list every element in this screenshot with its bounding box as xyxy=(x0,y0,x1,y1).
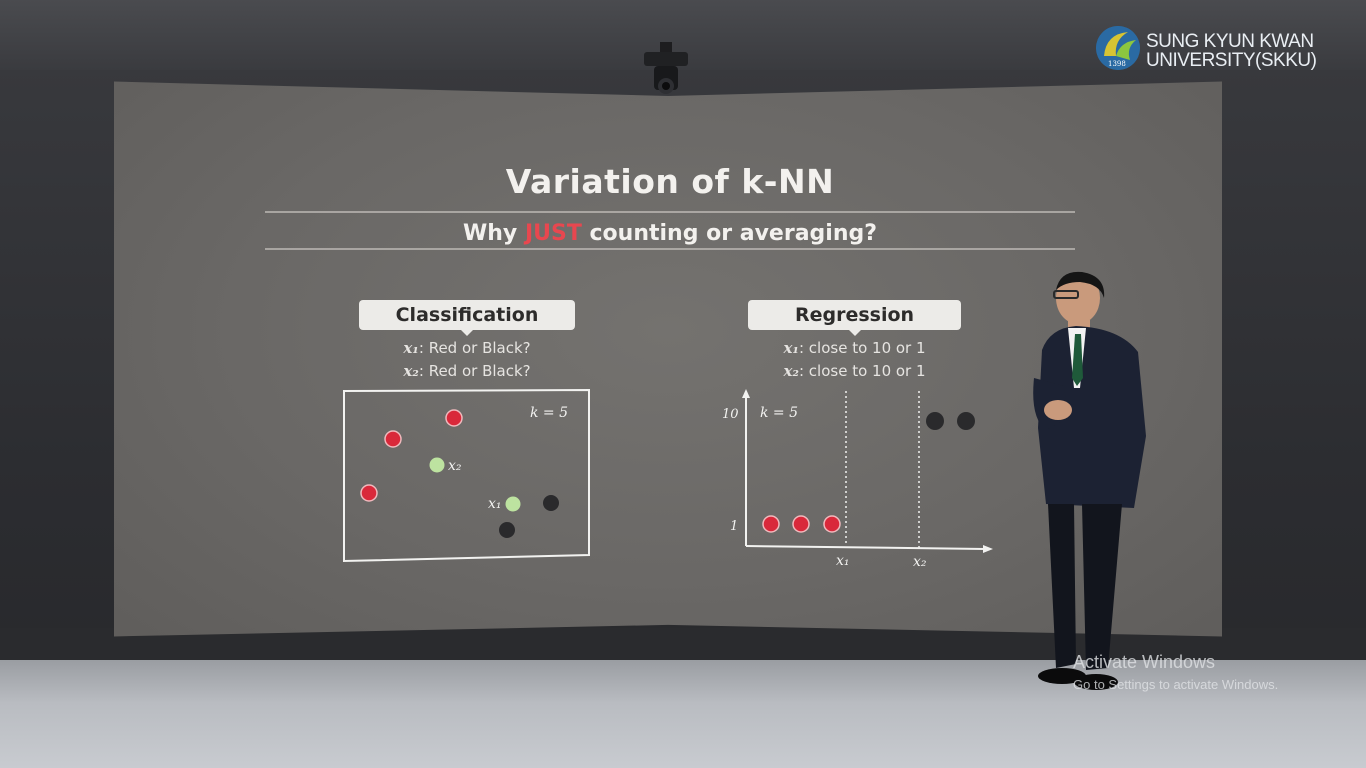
question-var: x₂ xyxy=(403,362,419,380)
black-point xyxy=(926,412,944,430)
presenter xyxy=(1033,271,1146,690)
question-var: x₁ xyxy=(783,339,799,357)
red-point xyxy=(384,430,402,448)
subtitle-emphasis: JUST xyxy=(524,221,582,246)
camera-icon xyxy=(644,42,688,94)
y-axis-arrow xyxy=(742,389,750,398)
y-tick-1: 1 xyxy=(730,519,738,534)
query-point-x2 xyxy=(429,457,445,473)
red-point xyxy=(823,515,841,533)
classification-question-2: x₂: Red or Black? xyxy=(359,362,575,380)
black-point xyxy=(543,495,559,511)
question-var: x₂ xyxy=(783,362,799,380)
x-axis xyxy=(745,545,986,550)
university-logo: 1398 SUNG KYUN KWAN UNIVERSITY(SKKU) xyxy=(1096,26,1336,78)
projection-screen xyxy=(114,81,1222,637)
regression-question-1: x₁: close to 10 or 1 xyxy=(748,339,961,357)
question-text: : Red or Black? xyxy=(418,339,531,357)
slide-title: Variation of k-NN xyxy=(505,162,835,201)
query-point-x1 xyxy=(505,496,521,512)
studio-floor xyxy=(0,660,1366,768)
question-text: : close to 10 or 1 xyxy=(798,339,926,357)
regression-plot: 10 1 k = 5 x₁ x₂ xyxy=(722,389,993,570)
title-divider-top xyxy=(265,211,1075,213)
subtitle-text-after: counting or averaging? xyxy=(581,221,878,246)
university-name: SUNG KYUN KWAN UNIVERSITY(SKKU) xyxy=(1146,31,1317,71)
k-label: k = 5 xyxy=(530,405,568,421)
y-tick-10: 10 xyxy=(722,407,739,422)
svg-text:1398: 1398 xyxy=(1108,60,1126,68)
subtitle-text-before: Why xyxy=(463,221,525,246)
regression-label-text: Regression xyxy=(794,304,915,326)
activate-windows-title: Activate Windows xyxy=(1073,652,1216,672)
red-point xyxy=(762,515,780,533)
red-point xyxy=(445,409,463,427)
slide-subtitle: Why JUST counting or averaging? xyxy=(380,221,960,246)
university-emblem: 1398 xyxy=(1096,26,1140,70)
black-point xyxy=(957,412,975,430)
question-text: : Red or Black? xyxy=(418,362,531,380)
red-point xyxy=(360,484,378,502)
classification-question-1: x₁: Red or Black? xyxy=(359,339,575,357)
query-label-x2: x₂ xyxy=(448,458,462,474)
question-text: : close to 10 or 1 xyxy=(798,362,926,380)
plot-frame xyxy=(343,388,590,563)
classification-label-text: Classification xyxy=(395,304,539,326)
x-axis-arrow xyxy=(983,545,993,553)
activate-windows-subtitle: Go to Settings to activate Windows. xyxy=(1073,677,1279,692)
university-name-line2: UNIVERSITY(SKKU) xyxy=(1146,50,1317,71)
x-tick-x1: x₁ xyxy=(836,553,850,569)
university-name-line1: SUNG KYUN KWAN xyxy=(1146,31,1314,52)
x-tick-x2: x₂ xyxy=(913,554,927,570)
black-point xyxy=(499,522,515,538)
title-divider-bottom xyxy=(265,248,1075,250)
classification-label: Classification xyxy=(359,300,575,336)
k-label: k = 5 xyxy=(760,405,798,421)
regression-label: Regression xyxy=(748,300,961,336)
red-point xyxy=(792,515,810,533)
question-var: x₁ xyxy=(403,339,419,357)
query-label-x1: x₁ xyxy=(488,496,502,512)
regression-question-2: x₂: close to 10 or 1 xyxy=(748,362,961,380)
classification-plot: k = 5 x₂ x₁ xyxy=(343,388,590,563)
